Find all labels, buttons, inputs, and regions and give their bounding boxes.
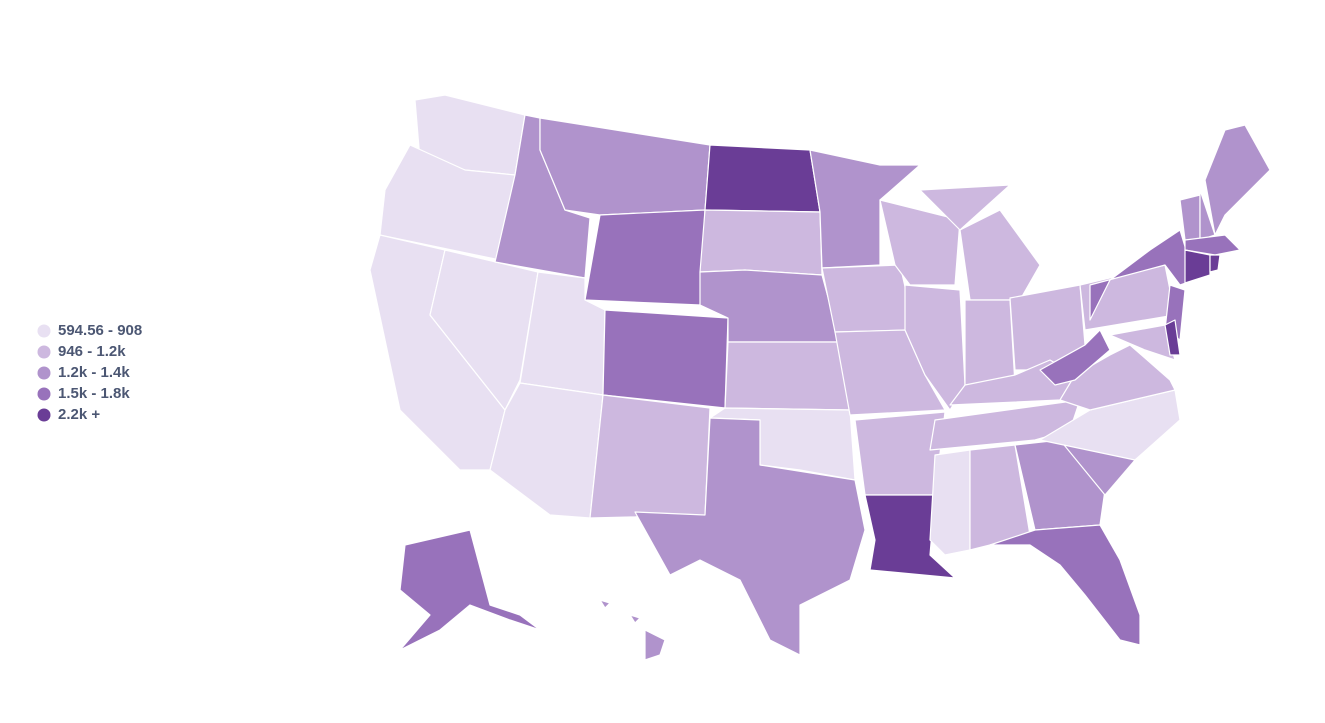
state xyxy=(634,417,866,656)
state xyxy=(834,329,946,416)
legend-swatch xyxy=(37,324,51,338)
state xyxy=(699,209,823,276)
legend-swatch xyxy=(37,345,51,359)
legend-label: 1.2k - 1.4k xyxy=(58,364,130,381)
legend-swatch xyxy=(37,387,51,401)
legend: 594.56 - 908 946 - 1.2k 1.2k - 1.4k 1.5k - … xyxy=(37,322,142,423)
state xyxy=(1179,194,1201,241)
legend-label: 2.2k + xyxy=(58,406,100,423)
state xyxy=(1184,249,1211,284)
state xyxy=(644,629,666,661)
state xyxy=(929,449,971,556)
state xyxy=(704,144,821,213)
legend-swatch xyxy=(37,408,51,422)
state xyxy=(989,524,1141,646)
state xyxy=(1039,389,1181,461)
state xyxy=(589,394,711,519)
state xyxy=(1109,324,1176,361)
legend-label: 594.56 - 908 xyxy=(58,322,142,339)
state xyxy=(854,411,946,496)
state xyxy=(1204,124,1271,236)
state xyxy=(904,284,966,411)
state xyxy=(1164,319,1181,356)
state xyxy=(584,209,706,306)
legend-label: 946 - 1.2k xyxy=(58,343,126,360)
states xyxy=(369,94,1271,661)
state xyxy=(1209,254,1221,273)
state xyxy=(959,209,1041,301)
legend-label: 1.5k - 1.8k xyxy=(58,385,130,402)
state xyxy=(809,149,921,269)
state xyxy=(629,614,641,624)
state xyxy=(429,249,539,411)
state xyxy=(1039,329,1111,386)
state xyxy=(1184,234,1241,256)
state xyxy=(919,184,1011,231)
state xyxy=(539,117,711,216)
legend-swatch xyxy=(37,366,51,380)
state xyxy=(602,309,729,409)
state xyxy=(399,529,541,651)
state xyxy=(599,599,611,609)
state xyxy=(724,341,851,411)
state xyxy=(821,264,916,333)
